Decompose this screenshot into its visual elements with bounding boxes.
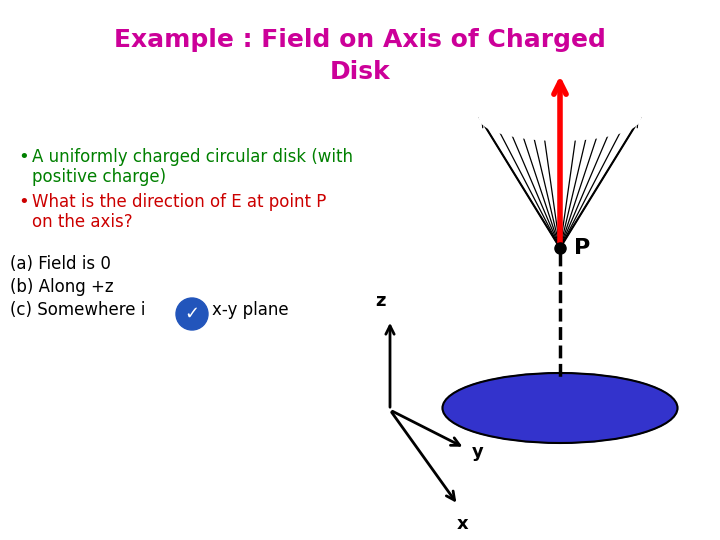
- Text: (b) Along +z: (b) Along +z: [10, 278, 114, 296]
- Text: What is the direction of E at point P: What is the direction of E at point P: [32, 193, 326, 211]
- Text: x-y plane: x-y plane: [212, 301, 289, 319]
- Text: z: z: [374, 292, 385, 310]
- Text: •: •: [18, 193, 29, 211]
- Text: y: y: [472, 443, 484, 461]
- Text: on the axis?: on the axis?: [32, 213, 132, 231]
- Text: A uniformly charged circular disk (with: A uniformly charged circular disk (with: [32, 148, 353, 166]
- Text: (a) Field is 0: (a) Field is 0: [10, 255, 111, 273]
- Text: •: •: [18, 148, 29, 166]
- Text: Example : Field on Axis of Charged: Example : Field on Axis of Charged: [114, 28, 606, 52]
- Ellipse shape: [480, 96, 640, 140]
- Circle shape: [176, 298, 208, 330]
- Text: Disk: Disk: [330, 60, 390, 84]
- Ellipse shape: [443, 373, 678, 443]
- Polygon shape: [480, 118, 640, 248]
- Text: positive charge): positive charge): [32, 168, 166, 186]
- Text: x: x: [457, 515, 469, 533]
- Text: ✓: ✓: [184, 305, 199, 323]
- Text: (c) Somewhere i: (c) Somewhere i: [10, 301, 145, 319]
- Text: P: P: [574, 238, 590, 258]
